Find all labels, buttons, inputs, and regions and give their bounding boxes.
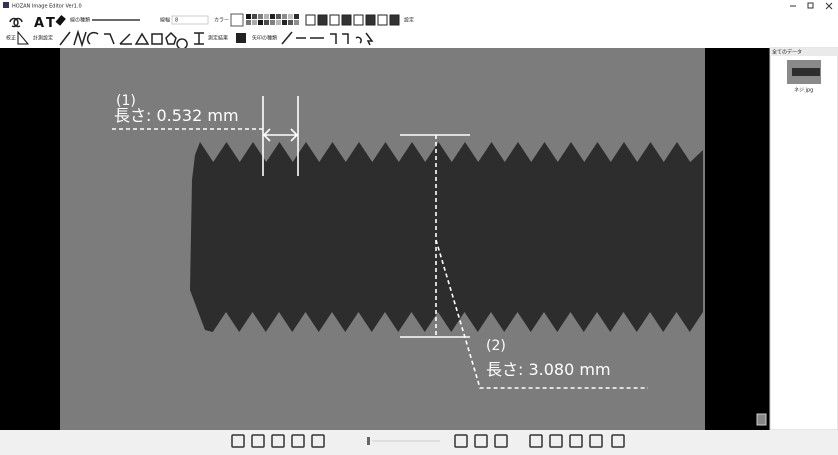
calibrate-label[interactable]: 校正 — [6, 35, 16, 42]
view-tool[interactable] — [529, 434, 543, 448]
arrow-tools[interactable] — [281, 31, 374, 46]
palette-swatch[interactable] — [252, 14, 257, 19]
file-tool[interactable] — [305, 14, 316, 26]
toolbar-row-2: 校正 計測設定 測定結果 矢印の種類 — [6, 29, 374, 50]
palette-swatch[interactable] — [294, 14, 299, 19]
viewport-indicator — [756, 413, 767, 426]
close-button[interactable] — [825, 2, 833, 10]
palette-swatch[interactable] — [246, 20, 251, 25]
calibrate-icon[interactable] — [17, 30, 30, 45]
annotation-index: (1) — [116, 93, 136, 109]
results-icon[interactable] — [236, 33, 246, 43]
palette-swatch[interactable] — [288, 14, 293, 19]
file-tool[interactable] — [329, 14, 340, 26]
palette-swatch[interactable] — [264, 14, 269, 19]
screw — [190, 142, 703, 332]
view-tools — [231, 434, 625, 448]
view-tool[interactable] — [251, 434, 265, 448]
undo-redo[interactable] — [9, 17, 23, 28]
view-tool[interactable] — [494, 434, 508, 448]
thumbnail-screw — [792, 68, 820, 76]
data-panel — [769, 47, 838, 431]
view-tool[interactable] — [271, 434, 285, 448]
palette-swatch[interactable] — [270, 14, 275, 19]
line-width-input[interactable] — [171, 15, 209, 25]
palette-swatch[interactable] — [276, 14, 281, 19]
measure-settings-label[interactable]: 計測設定 — [33, 35, 53, 42]
line-width-label: 線幅 — [160, 17, 170, 24]
palette-swatch[interactable] — [282, 20, 287, 25]
palette-swatch[interactable] — [270, 20, 275, 25]
color-label: カラー — [214, 18, 229, 24]
palette-swatch[interactable] — [294, 20, 299, 25]
file-tool[interactable] — [389, 14, 400, 26]
view-tool[interactable] — [549, 434, 563, 448]
measurement-1 — [112, 96, 299, 176]
palette-swatch[interactable] — [252, 20, 257, 25]
measure-tools[interactable] — [59, 29, 204, 50]
file-tool[interactable] — [341, 14, 352, 26]
window-title: HOZAN Image Editor Ver1.0 — [12, 4, 82, 10]
view-tool[interactable] — [611, 434, 625, 448]
app-icon — [3, 2, 9, 8]
text-tool-2[interactable]: T — [46, 16, 55, 31]
toolbar — [0, 11, 838, 48]
file-tool[interactable] — [353, 14, 364, 26]
arrow-type-label[interactable]: 矢印の種類 — [252, 35, 277, 42]
palette-swatch[interactable] — [258, 20, 263, 25]
eraser[interactable] — [55, 15, 66, 26]
color-palette[interactable] — [246, 14, 299, 25]
title-bar — [0, 0, 838, 11]
view-tool[interactable] — [231, 434, 245, 448]
panel-header — [770, 48, 838, 56]
panel-title: 全てのデータ — [772, 49, 802, 56]
line-type-label: 線の種類 — [70, 17, 90, 24]
bottom-toolbar — [0, 430, 838, 455]
toolbar-row-1: A T 線の種類 線幅 8 カラー 設定 — [9, 13, 414, 31]
file-tools — [305, 14, 400, 26]
text-tool[interactable]: A — [34, 16, 44, 31]
results-label[interactable]: 測定結果 — [208, 35, 228, 42]
line-width-value: 8 — [175, 18, 178, 24]
view-tool[interactable] — [291, 434, 305, 448]
view-tool[interactable] — [454, 434, 468, 448]
annotation-text: 長さ: 0.532 mm — [114, 106, 239, 125]
palette-swatch[interactable] — [276, 20, 281, 25]
settings-label[interactable]: 設定 — [404, 17, 414, 24]
maximize-button[interactable] — [807, 2, 814, 9]
file-tool[interactable] — [317, 14, 328, 26]
view-tool[interactable] — [569, 434, 583, 448]
palette-swatch[interactable] — [258, 14, 263, 19]
palette-swatch[interactable] — [246, 14, 251, 19]
zoom-slider-thumb[interactable] — [367, 437, 370, 445]
palette-swatch[interactable] — [282, 14, 287, 19]
annotation-index: (2) — [486, 338, 506, 354]
palette-swatch[interactable] — [288, 20, 293, 25]
file-tool[interactable] — [377, 14, 388, 26]
thumbnail-label: ネジ.jpg — [794, 88, 813, 94]
view-tool[interactable] — [474, 434, 488, 448]
view-tool[interactable] — [311, 434, 325, 448]
measure-arrow — [262, 128, 299, 142]
view-tool[interactable] — [589, 434, 603, 448]
palette-swatch[interactable] — [264, 20, 269, 25]
leader-line — [435, 239, 648, 389]
current-color[interactable] — [230, 13, 244, 27]
annotation-text: 長さ: 3.080 mm — [486, 360, 611, 379]
measurement-2 — [400, 134, 648, 389]
file-tool[interactable] — [365, 14, 376, 26]
